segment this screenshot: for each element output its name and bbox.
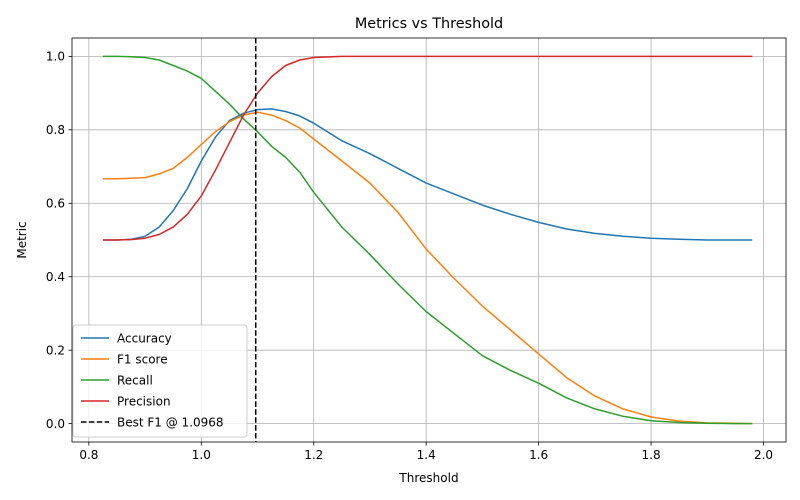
legend-label: F1 score [117, 352, 168, 366]
plot-frame [71, 37, 787, 443]
legend-box [72, 324, 248, 438]
x-tick-label: 1.4 [417, 448, 436, 462]
x-axis-label: Threshold [398, 471, 458, 485]
legend-label: Best F1 @ 1.0968 [117, 415, 224, 429]
x-tick-label: 1.8 [642, 448, 661, 462]
y-tick-label: 0.2 [46, 343, 65, 357]
legend: Accuracy F1 score Recall Precision Best F1 @… [72, 324, 248, 438]
legend-label: Accuracy [117, 331, 172, 345]
y-tick-label: 0.6 [46, 197, 65, 211]
tick-layer: 0.8 1.0 1.2 1.4 1.6 1.8 2.0 0.0 0.2 0.4 0.6 0.8 1.0 [46, 50, 773, 462]
y-tick-label: 0.0 [46, 417, 65, 431]
series-line-recall [102, 55, 753, 425]
series-line-f1-score [102, 111, 753, 425]
y-tick-label: 0.8 [46, 123, 65, 137]
series-line-precision [102, 55, 753, 241]
x-tick-label: 1.6 [529, 448, 548, 462]
x-tick-label: 1.2 [304, 448, 323, 462]
y-tick-label: 0.4 [46, 270, 65, 284]
x-tick-label: 2.0 [754, 448, 773, 462]
legend-label: Precision [117, 394, 171, 408]
series-layer [102, 55, 753, 425]
y-axis-label: Metric [15, 221, 29, 258]
chart-title: Metrics vs Threshold [355, 16, 503, 32]
legend-label: Recall [117, 373, 153, 387]
y-tick-label: 1.0 [46, 50, 65, 64]
x-tick-label: 0.8 [79, 448, 98, 462]
x-tick-label: 1.0 [192, 448, 211, 462]
series-line-accuracy [102, 108, 753, 241]
